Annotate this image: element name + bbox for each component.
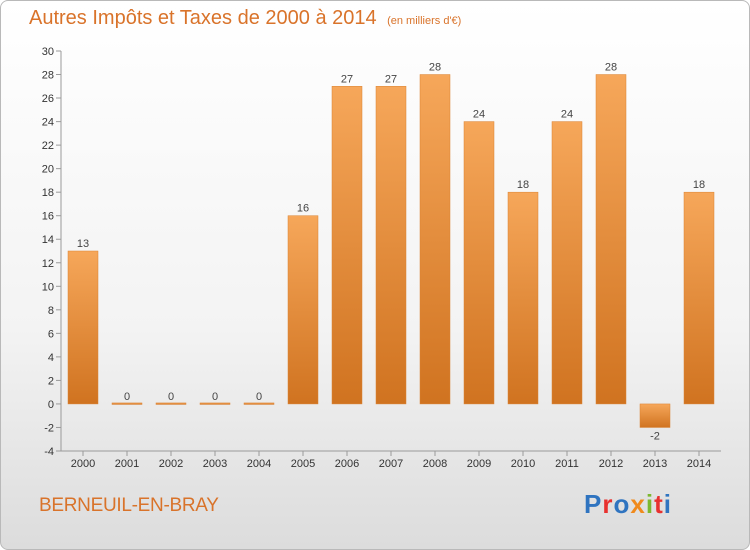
y-tick-label: 6	[48, 328, 54, 340]
logo-letter: t	[654, 489, 664, 519]
data-label-2001: 0	[124, 391, 130, 403]
y-tick-label: 20	[42, 164, 54, 176]
x-tick-label-2014: 2014	[687, 458, 711, 470]
x-tick-label-2007: 2007	[379, 458, 403, 470]
data-label-2007: 27	[385, 73, 397, 85]
y-tick-label: 4	[48, 352, 54, 364]
chart-unit: (en milliers d'€)	[387, 15, 462, 27]
data-label-2012: 28	[605, 62, 617, 74]
bar-2010	[507, 191, 539, 405]
x-tick-label-2002: 2002	[159, 458, 183, 470]
bar-2009	[463, 121, 495, 405]
y-tick-label: 8	[48, 305, 54, 317]
bar-2003	[199, 402, 231, 405]
data-label-2009: 24	[473, 109, 485, 121]
bar-2007	[375, 86, 407, 405]
y-tick-label: 16	[42, 211, 54, 223]
y-tick-label: 18	[42, 187, 54, 199]
logo-letter: o	[613, 489, 631, 519]
bar-2012	[595, 74, 627, 405]
y-tick-label: 30	[42, 46, 54, 58]
y-tick-label: 24	[42, 117, 54, 129]
data-label-2013: -2	[650, 430, 660, 442]
y-tick-label: 12	[42, 258, 54, 270]
bar-2006	[331, 86, 363, 405]
x-tick-label-2001: 2001	[115, 458, 139, 470]
bar-2008	[419, 74, 451, 405]
data-label-2006: 27	[341, 73, 353, 85]
title-block: Autres Impôts et Taxes de 2000 à 2014 (e…	[29, 7, 461, 30]
x-tick-label-2013: 2013	[643, 458, 667, 470]
bar-2000	[67, 250, 99, 405]
x-tick-label-2000: 2000	[71, 458, 95, 470]
y-tick-label: 22	[42, 140, 54, 152]
x-tick-label-2004: 2004	[247, 458, 271, 470]
y-tick-label: 0	[48, 399, 54, 411]
y-tick-label: 28	[42, 70, 54, 82]
bar-2014	[683, 191, 715, 405]
bar-2001	[111, 402, 143, 405]
logo-letter: i	[645, 489, 655, 519]
data-label-2008: 28	[429, 62, 441, 74]
proxiti-logo: Proxiti	[584, 489, 672, 520]
logo-letter: x	[630, 489, 646, 519]
x-tick-label-2003: 2003	[203, 458, 227, 470]
x-tick-label-2005: 2005	[291, 458, 315, 470]
x-tick-label-2006: 2006	[335, 458, 359, 470]
data-label-2002: 0	[168, 391, 174, 403]
y-tick-label: -2	[44, 422, 54, 434]
x-tick-label-2011: 2011	[555, 458, 579, 470]
x-tick-label-2012: 2012	[599, 458, 623, 470]
y-tick-label: 10	[42, 281, 54, 293]
bar-2011	[551, 121, 583, 405]
logo-letter: P	[584, 489, 603, 519]
bar-2004	[243, 402, 275, 405]
data-label-2000: 13	[77, 238, 89, 250]
x-tick-label-2010: 2010	[511, 458, 535, 470]
x-tick-label-2009: 2009	[467, 458, 491, 470]
y-tick-label: -4	[44, 446, 54, 458]
data-label-2011: 24	[561, 109, 573, 121]
data-label-2004: 0	[256, 391, 262, 403]
commune-name: BERNEUIL-EN-BRAY	[39, 495, 219, 516]
data-label-2005: 16	[297, 203, 309, 215]
bar-2013	[639, 403, 671, 428]
bar-2005	[287, 215, 319, 405]
data-label-2014: 18	[693, 179, 705, 191]
logo-letter: r	[602, 489, 614, 519]
bar-2002	[155, 402, 187, 405]
chart-title: Autres Impôts et Taxes de 2000 à 2014	[29, 7, 377, 29]
y-tick-label: 14	[42, 234, 54, 246]
y-tick-label: 26	[42, 93, 54, 105]
y-tick-label: 2	[48, 375, 54, 387]
data-label-2003: 0	[212, 391, 218, 403]
logo-letter: i	[663, 489, 672, 519]
x-tick-label-2008: 2008	[423, 458, 447, 470]
data-label-2010: 18	[517, 179, 529, 191]
